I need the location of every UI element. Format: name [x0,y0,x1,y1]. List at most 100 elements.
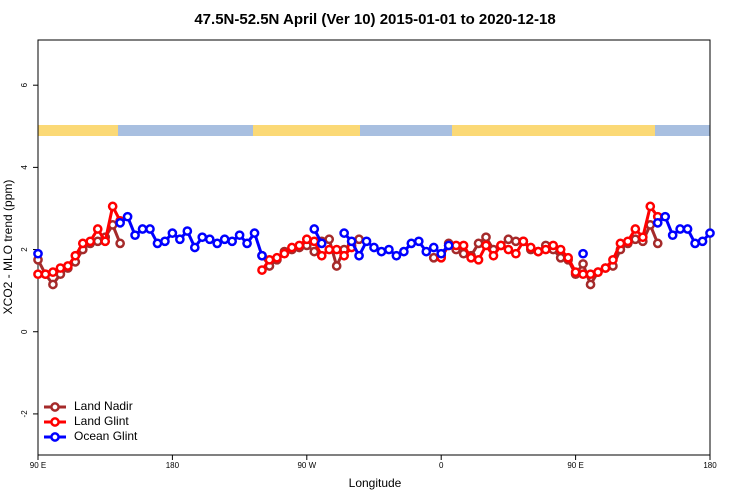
point [257,250,267,261]
point [309,224,320,234]
point [257,265,267,275]
point [242,238,252,249]
point [204,234,215,245]
point [428,242,439,253]
point [376,246,387,257]
point [578,259,588,269]
point [346,236,357,247]
point [316,238,327,249]
x-tick-label: 90 E [30,461,46,470]
plot-frame [37,39,711,456]
legend-label: Land Glint [74,414,129,428]
point [563,252,573,263]
point [227,236,237,247]
point [301,234,312,245]
point [511,236,521,247]
x-tick-label: 90 E [567,461,583,470]
point [160,236,170,247]
land-band [38,125,118,136]
point [399,246,409,257]
point [473,238,484,249]
point [413,236,424,247]
chart-title: 47.5N-52.5N April (Ver 10) 2015-01-01 to… [194,11,555,28]
point [690,238,700,249]
point [540,244,551,255]
point [578,269,588,280]
point [339,250,349,261]
point [212,238,223,249]
legend-label: Land Nadir [74,399,133,413]
point [100,236,111,247]
point [652,217,663,228]
legend-marker [50,402,60,412]
point [428,252,439,263]
point [33,248,43,259]
point [608,254,618,265]
y-tick-label: -2 [20,410,29,418]
point [369,242,379,253]
point [92,236,103,247]
land-band [452,125,655,136]
ocean-band [360,125,452,136]
point [85,236,96,247]
point [361,236,372,247]
y-tick-label: 6 [20,82,29,87]
point [354,234,364,245]
point [324,244,335,255]
y-axis-label: XCO2 - MLO trend (ppm) [1,180,15,315]
point [391,250,402,261]
x-tick-label: 180 [703,461,717,470]
point [316,250,327,261]
point [630,234,641,245]
point [421,246,432,257]
point [518,236,529,247]
legend-marker [50,417,60,427]
point [70,250,81,261]
y-tick-label: 2 [20,247,29,252]
point [48,279,58,290]
point [175,234,185,245]
point [324,234,335,245]
point [406,238,417,249]
point [331,261,342,271]
point [122,211,133,222]
point [107,201,118,212]
point [219,234,230,245]
point [33,269,43,280]
x-axis-label: Longitude [349,476,402,490]
point [339,228,349,238]
x-tick-label: 0 [439,461,444,470]
point [585,269,596,280]
point [630,224,641,234]
point [40,269,51,280]
point [481,232,491,243]
point [145,224,155,234]
point [234,230,245,241]
land-band [253,125,360,136]
x-tick-label: 180 [166,461,180,470]
surface-strip [38,125,710,136]
point [623,236,633,247]
point [458,240,469,251]
point [182,226,193,236]
point [279,248,290,259]
point [481,240,491,251]
point [264,254,275,265]
point [705,228,715,238]
point [63,261,73,271]
point [503,234,514,245]
point [167,228,178,238]
y-tick-label: 0 [20,329,29,334]
point [294,240,305,251]
point [578,248,588,259]
point [503,244,514,255]
point [570,267,581,278]
point [637,232,648,243]
point [189,242,200,253]
point [555,252,566,263]
series-line [119,214,712,259]
point [555,244,566,255]
point [197,232,208,243]
point [600,263,611,273]
point [115,238,125,249]
